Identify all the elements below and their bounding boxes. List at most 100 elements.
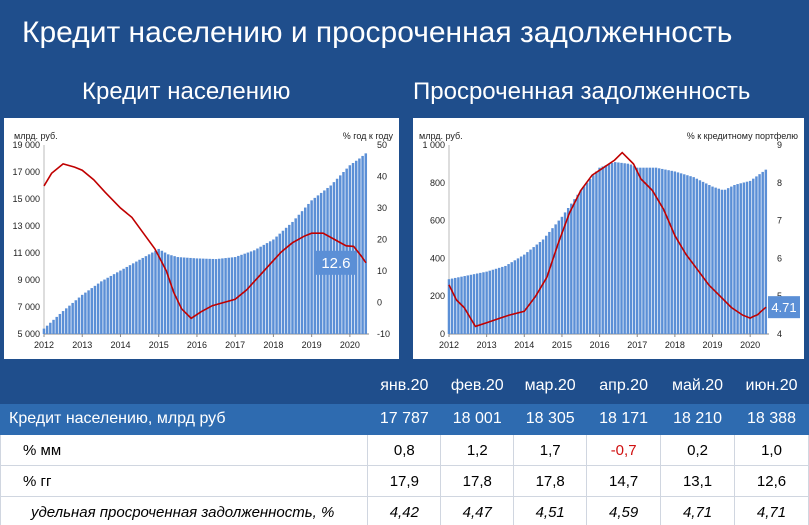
bar xyxy=(52,319,55,334)
x-tick-label: 2013 xyxy=(72,340,92,350)
bar xyxy=(582,186,586,334)
overdue-chart: млрд. руб. % к кредитному портфелю 0 200 400… xyxy=(419,131,800,350)
bar xyxy=(679,173,683,334)
y-left-tick-label: 1 000 xyxy=(422,140,445,150)
bar xyxy=(358,158,361,334)
bar xyxy=(278,233,281,334)
bar xyxy=(570,203,573,334)
bar xyxy=(151,252,154,334)
bar xyxy=(714,187,717,334)
bar xyxy=(764,169,768,334)
bar xyxy=(745,181,749,334)
bar xyxy=(654,167,658,334)
value-badge xyxy=(767,296,800,319)
bar xyxy=(752,178,755,334)
y-right-tick-label: 40 xyxy=(377,172,387,182)
table-cell: 18 001 xyxy=(440,403,515,435)
bar xyxy=(742,182,746,334)
page-title: Кредит населению и просроченная задолжен… xyxy=(0,0,809,66)
bar xyxy=(469,274,473,334)
bar xyxy=(348,165,352,334)
bar xyxy=(74,300,78,334)
bar xyxy=(535,244,539,334)
bar xyxy=(576,194,579,334)
bar xyxy=(284,227,288,334)
x-tick-label: 2016 xyxy=(187,340,207,350)
row-label: % гг xyxy=(0,465,369,497)
row-label: Кредит населению, млрд руб xyxy=(0,403,369,435)
x-tick-label: 2020 xyxy=(740,340,760,350)
bar xyxy=(122,268,125,334)
table-header-empty xyxy=(0,367,369,404)
bar xyxy=(45,325,49,334)
y-left-tick-label: 800 xyxy=(430,178,445,188)
value-badge xyxy=(315,250,356,275)
bar xyxy=(253,250,256,334)
bar xyxy=(160,250,164,334)
bar xyxy=(233,257,237,334)
bar xyxy=(717,188,720,334)
bar xyxy=(501,266,504,334)
bar xyxy=(147,254,151,334)
bar xyxy=(563,212,567,334)
bar xyxy=(141,257,144,334)
bar xyxy=(304,207,307,334)
bar xyxy=(551,228,554,334)
y-axis-left-unit: млрд. руб. xyxy=(14,131,58,141)
bar xyxy=(497,267,501,334)
bar xyxy=(701,181,705,334)
y-right-tick-label: 9 xyxy=(777,140,782,150)
bar xyxy=(720,189,724,334)
x-tick-label: 2012 xyxy=(34,340,54,350)
x-tick-label: 2018 xyxy=(263,340,283,350)
column-header: мар.20 xyxy=(513,367,588,404)
bar xyxy=(119,270,122,334)
bar xyxy=(131,263,135,334)
y-left-tick-label: 9 000 xyxy=(17,275,40,285)
bar xyxy=(450,278,454,334)
bar xyxy=(84,292,87,334)
bar xyxy=(730,186,733,334)
table-cell: 18 305 xyxy=(513,403,588,435)
x-tick-label: 2014 xyxy=(514,340,534,350)
bar xyxy=(739,183,742,334)
bar xyxy=(472,274,476,334)
y-left-tick-label: 600 xyxy=(430,216,445,226)
bar xyxy=(726,188,730,334)
bar xyxy=(457,277,460,334)
y-right-tick-label: 4 xyxy=(777,329,782,339)
table-cell: 18 171 xyxy=(586,403,662,435)
value-badge-label: 4.71 xyxy=(771,300,796,315)
bar xyxy=(90,288,94,334)
table-cell: 17 787 xyxy=(367,403,442,435)
row-label: удельная просроченная задолженность, % xyxy=(0,496,369,525)
bar xyxy=(170,255,173,334)
bar xyxy=(491,269,495,334)
bar xyxy=(163,252,167,334)
bar xyxy=(711,186,714,334)
bar xyxy=(217,258,221,334)
bar xyxy=(708,185,711,334)
bar xyxy=(642,167,645,334)
bar xyxy=(494,268,498,334)
bar xyxy=(300,211,304,334)
bar xyxy=(268,241,272,334)
y-right-tick-label: 50 xyxy=(377,140,387,150)
bar xyxy=(610,162,614,334)
y-left-tick-label: 400 xyxy=(430,253,445,263)
bar xyxy=(588,179,592,334)
bar xyxy=(262,244,266,334)
bar xyxy=(65,308,68,334)
x-tick-label: 2012 xyxy=(439,340,459,350)
bar xyxy=(692,177,695,334)
x-tick-label: 2015 xyxy=(149,340,169,350)
y-left-tick-label: 5 000 xyxy=(17,329,40,339)
bar xyxy=(673,171,677,334)
bar xyxy=(179,257,183,334)
bar xyxy=(116,272,119,334)
table-cell: 4,42 xyxy=(367,496,442,525)
bar xyxy=(482,272,485,334)
bar xyxy=(109,275,113,334)
x-tick-label: 2019 xyxy=(302,340,322,350)
bar xyxy=(519,256,523,334)
